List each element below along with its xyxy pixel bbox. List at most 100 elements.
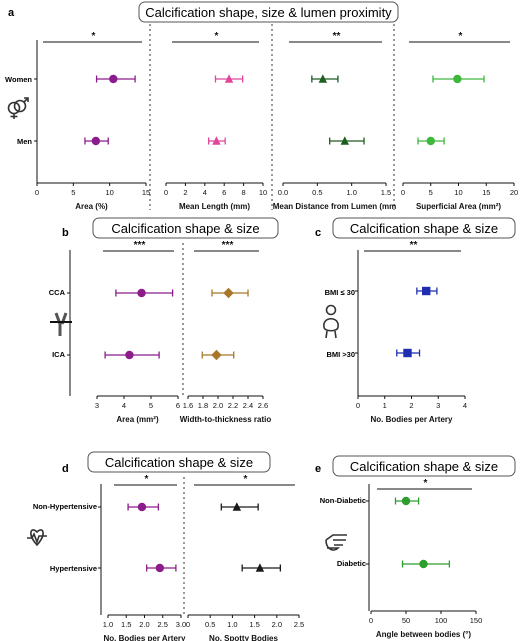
significance-label: *	[424, 478, 428, 489]
x-axis-label: Mean Length (mm)	[179, 202, 250, 211]
point-marker	[340, 136, 349, 145]
point-marker	[422, 286, 431, 296]
x-tick-label: 2.5	[294, 620, 304, 629]
x-tick-label: 1.0	[346, 188, 356, 197]
point-marker	[137, 288, 146, 298]
significance-label: *	[145, 474, 149, 485]
panel-a-subplot-3: 0.0 0.5 1.0 1.5 Mean Distance from Lumen (mm…	[273, 31, 397, 211]
panel-letter-e: e	[315, 463, 321, 475]
point-marker	[403, 348, 412, 358]
category-label-bmi-gt-30: BMI >30	[326, 350, 355, 359]
point-marker	[212, 136, 221, 145]
panel-letter-b: b	[62, 227, 69, 239]
x-tick-label: 150	[470, 616, 483, 625]
x-axis-label: No. Bodies per Artery	[104, 634, 186, 641]
panel-b-subplot-1: 3 4 5 6 Area (mm²) ***	[67, 240, 180, 424]
x-tick-label: 50	[402, 616, 410, 625]
panel-e-title: Calcification shape & size	[350, 459, 498, 474]
data-point	[432, 74, 485, 84]
x-tick-label: 15	[482, 188, 490, 197]
significance-label: ***	[134, 240, 146, 251]
hand-pointing-icon	[325, 534, 347, 551]
data-point	[84, 136, 109, 146]
panel-b-subplot-2: 1.6 1.8 2.0 2.2 2.4 2.6 Width-to-thickness rat…	[180, 240, 272, 424]
data-point	[417, 136, 445, 146]
x-tick-label: 0	[164, 188, 168, 197]
panel-a-subplot-1: 0 5 10 15 Area (%) *	[34, 31, 150, 211]
data-point	[211, 287, 249, 299]
x-tick-label: 6	[222, 188, 226, 197]
x-tick-label: 3	[436, 401, 440, 410]
significance-label: *	[92, 31, 96, 42]
data-point	[241, 563, 282, 572]
category-label-women: Women	[5, 75, 32, 84]
x-tick-label: 2.0	[139, 620, 149, 629]
x-tick-label: 5	[71, 188, 75, 197]
panel-e-title-box	[332, 455, 516, 477]
significance-label: ***	[222, 240, 234, 251]
point-marker	[255, 563, 265, 572]
point-marker	[137, 502, 147, 512]
x-tick-label: 0	[356, 401, 360, 410]
x-tick-label: 1.5	[381, 188, 391, 197]
category-label-cca: CCA	[49, 288, 66, 297]
x-tick-label: 1.5	[121, 620, 131, 629]
x-tick-label: 4	[122, 401, 126, 410]
point-marker	[318, 74, 328, 83]
x-tick-label: 5	[429, 188, 433, 197]
heart-rate-icon	[27, 529, 47, 547]
panel-d: d Calcification shape & size Non-Hyperte…	[27, 451, 271, 615]
data-point	[146, 563, 177, 573]
panel-d-title: Calcification shape & size	[105, 455, 253, 470]
data-point	[115, 288, 174, 298]
data-point	[329, 136, 365, 145]
panel-a-title-box	[138, 1, 399, 23]
body-weight-icon	[323, 304, 339, 339]
data-point	[311, 74, 339, 83]
x-tick-label: 15	[142, 188, 150, 197]
panel-b-title: Calcification shape & size	[111, 221, 259, 236]
x-axis-label: Area (%)	[75, 202, 108, 211]
x-tick-label: 2	[183, 188, 187, 197]
point-marker	[155, 563, 165, 573]
x-tick-label: 20	[510, 188, 518, 197]
x-tick-label: 2.4	[243, 401, 253, 410]
panel-letter-a: a	[8, 7, 15, 19]
x-tick-label: 3	[95, 401, 99, 410]
point-marker	[401, 496, 411, 506]
significance-label: *	[215, 31, 219, 42]
point-marker	[125, 350, 134, 360]
panel-e-subplot-1: 0 50 100 150 Angle between bodies (°) *	[366, 478, 482, 639]
panel-c-title-box	[332, 217, 516, 239]
category-label-bmi-le-30: BMI ≤ 30	[325, 288, 355, 297]
x-tick-label: 1.0	[227, 620, 237, 629]
point-marker	[453, 74, 462, 84]
panel-letter-c: c	[315, 227, 321, 239]
point-marker	[211, 349, 222, 361]
x-tick-label: 3.0	[176, 620, 186, 629]
x-tick-label: 2.0	[272, 620, 282, 629]
category-label-hypertensive: Hypertensive	[50, 564, 97, 573]
significance-label: *	[459, 31, 463, 42]
significance-label: **	[333, 31, 341, 42]
x-axis-label: Superficial Area (mm²)	[416, 202, 501, 211]
panel-d-subplot-2: 0 0.5 1.0 1.5 2.0 2.5 No. Spotty Bodies *	[186, 474, 304, 641]
panel-e: e Calcification shape & size Non-Diabeti…	[315, 455, 516, 568]
x-tick-label: 1.8	[198, 401, 208, 410]
x-tick-label: 6	[176, 401, 180, 410]
data-point	[104, 350, 160, 360]
x-axis-label: Width-to-thickness ratio	[180, 415, 272, 424]
panel-c-subplot-1: 0 1 2 3 4 No. Bodies per Artery **	[355, 240, 467, 424]
category-label-ica: ICA	[52, 350, 66, 359]
significance-label: *	[244, 474, 248, 485]
point-marker	[224, 74, 234, 83]
point-marker	[426, 136, 435, 146]
gender-symbol-icon	[7, 97, 29, 120]
x-tick-label: 0.5	[205, 620, 215, 629]
x-tick-label: 0	[186, 620, 190, 629]
panel-a: a Calcification shape, size & lumen prox…	[5, 1, 399, 210]
category-label-men: Men	[17, 137, 32, 146]
x-tick-label: 100	[435, 616, 448, 625]
x-tick-label: 1.5	[249, 620, 259, 629]
